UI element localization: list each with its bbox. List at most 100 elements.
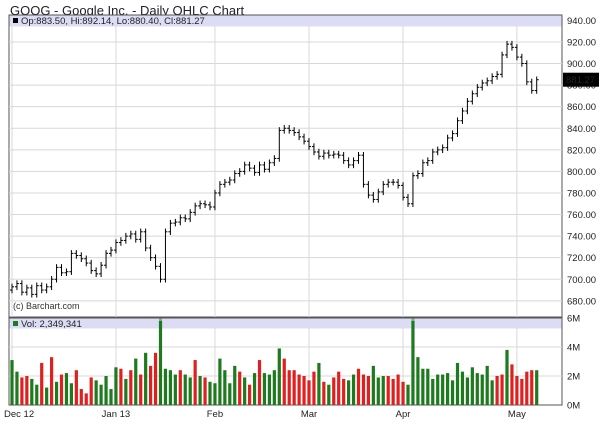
volume-bar: [361, 374, 366, 405]
volume-bar: [465, 377, 469, 405]
volume-bar: [426, 368, 430, 405]
price-y-tick-label: 800.00: [567, 167, 596, 178]
price-y-tick-label: 840.00: [567, 124, 596, 135]
volume-bar: [337, 371, 341, 405]
volume-bar: [89, 377, 93, 405]
price-header-text: Op:883.50, Hi:892.14, Lo:880.40, Cl:881.…: [21, 16, 205, 27]
volume-bar: [134, 358, 138, 405]
volume-bar: [45, 387, 49, 405]
volume-bar: [421, 368, 425, 405]
volume-bar: [208, 381, 212, 405]
volume-bar: [114, 367, 118, 405]
volume-bar: [50, 357, 54, 405]
volume-bar: [228, 383, 232, 405]
volume-bar: [475, 373, 479, 405]
volume-bar: [64, 373, 69, 405]
x-tick-label: Dec 12: [4, 409, 34, 420]
price-y-tick-label: 780.00: [567, 188, 596, 199]
volume-bar: [416, 357, 420, 405]
volume-bar: [99, 384, 103, 405]
volume-bar: [510, 364, 514, 405]
x-tick-label: May: [508, 409, 526, 420]
volume-bar: [74, 370, 78, 405]
volume-bar: [84, 393, 88, 405]
volume-bar: [401, 381, 405, 405]
volume-bar: [144, 352, 148, 405]
price-y-tick-label: 680.00: [567, 296, 596, 307]
volume-bar: [495, 376, 499, 405]
last-price-box: [563, 72, 599, 87]
volume-bar: [109, 389, 113, 405]
volume-bar: [248, 384, 252, 405]
x-tick-label: Feb: [207, 409, 223, 420]
volume-bar: [356, 368, 361, 405]
volume-bar: [218, 358, 222, 405]
volume-bar: [94, 380, 98, 405]
volume-bar: [183, 374, 187, 405]
volume-bar: [441, 374, 445, 405]
axis-layer: 680.00 700.00 720.00 740.00 760.00 780.00 800.…: [4, 16, 599, 420]
volume-bar: [436, 374, 440, 405]
volume-bar: [292, 370, 296, 405]
volume-bar: [411, 320, 415, 405]
volume-bar: [54, 381, 59, 405]
volume-bar: [79, 389, 83, 405]
volume-bar: [213, 383, 217, 405]
volume-bar: [490, 380, 494, 405]
volume-bar: [342, 378, 346, 405]
volume-bar: [40, 362, 44, 405]
volume-bar: [480, 374, 484, 405]
volume-bar: [525, 371, 529, 405]
volume-bar: [15, 371, 19, 405]
volume-bar: [530, 370, 534, 405]
volume-bar: [455, 362, 460, 405]
volume-header-text: Vol: 2,349,341: [21, 319, 82, 330]
grid-layer: [8, 14, 563, 406]
last-price-label: 881.27: [566, 75, 595, 86]
volume-y-tick-label: 4M: [567, 343, 580, 354]
volume-bar: [327, 384, 331, 405]
volume-bar: [149, 365, 153, 405]
volume-bar: [460, 371, 465, 405]
price-y-tick-label: 900.00: [567, 59, 596, 70]
volume-bar: [158, 320, 163, 405]
volume-bar: [332, 377, 336, 405]
volume-bar: [193, 360, 197, 405]
volume-bar: [119, 368, 123, 405]
x-tick-label: Jan 13: [102, 409, 131, 420]
price-y-tick-label: 820.00: [567, 145, 596, 156]
price-header-band: [9, 15, 562, 27]
volume-bar: [30, 378, 34, 405]
volume-bar: [376, 377, 380, 405]
volume-bar: [446, 373, 450, 405]
volume-bar: [69, 383, 73, 405]
volume-bar: [223, 370, 227, 405]
volume-bar: [287, 370, 291, 405]
volume-bar: [198, 376, 202, 405]
volume-bar: [485, 365, 489, 405]
volume-bar: [347, 380, 351, 405]
price-y-tick-label: 860.00: [567, 102, 596, 113]
price-y-tick-label: 940.00: [567, 16, 596, 27]
volume-y-tick-label: 2M: [567, 372, 580, 383]
volume-bar: [178, 370, 182, 405]
volume-bar: [35, 384, 39, 405]
volume-y-tick-label: 6M: [567, 314, 580, 325]
volume-bar: [124, 378, 128, 405]
volume-bar: [163, 368, 168, 405]
volume-bar: [139, 374, 143, 405]
source-credit: (c) Barchart.com: [13, 301, 80, 311]
volume-layer: [10, 318, 539, 405]
volume-y-tick-label: 0M: [567, 401, 580, 412]
price-y-tick-label: 740.00: [567, 232, 596, 243]
volume-bar: [520, 378, 524, 405]
volume-bar: [203, 377, 207, 405]
x-tick-label: Apr: [396, 409, 411, 420]
volume-bar: [302, 376, 306, 405]
volume-bar: [297, 374, 301, 405]
volume-bar: [262, 373, 267, 405]
volume-bar: [267, 374, 271, 405]
volume-bar: [129, 370, 133, 405]
volume-bar: [500, 374, 504, 405]
